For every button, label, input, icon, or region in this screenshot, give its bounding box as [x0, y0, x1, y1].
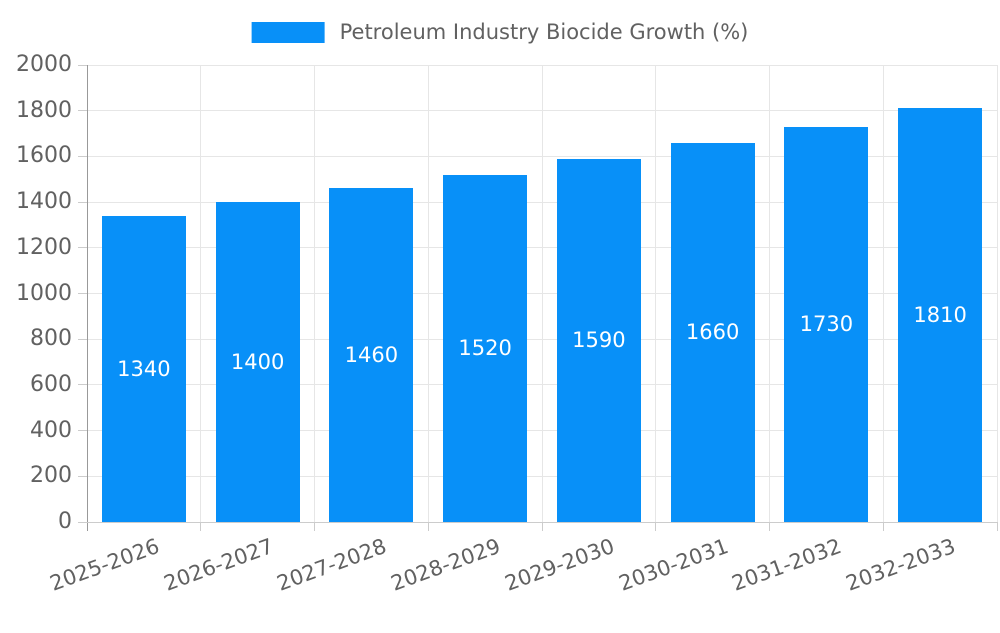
x-tick [541, 522, 543, 531]
x-tick [314, 522, 315, 531]
y-axis-label: 1200 [16, 234, 72, 260]
column-chart: Petroleum Industry Biocide Growth (%) 0 2… [16, 20, 998, 596]
y-tick [78, 338, 87, 340]
bar-value-label: 1660 [685, 320, 740, 345]
bar-value-label: 1340 [117, 356, 171, 381]
y-axis-label: 2000 [16, 52, 72, 77]
y-tick [78, 293, 87, 294]
bar-value-label: 1730 [799, 312, 854, 337]
x-gridline [200, 65, 202, 522]
x-tick [769, 522, 770, 531]
bar-value-label: 1810 [913, 303, 967, 328]
y-axis-label: 600 [30, 371, 72, 397]
y-axis-label: 1400 [16, 189, 72, 215]
bar[interactable]: 1660 [670, 142, 755, 522]
y-tick [78, 384, 87, 386]
plot-area: 0 200 400 600 800 1000 1200 1400 1600 1800 2000 134… [16, 52, 998, 596]
x-gridline [655, 65, 657, 522]
x-gridline [996, 65, 998, 522]
y-axis-label: 1800 [16, 97, 72, 123]
bar[interactable]: 1460 [329, 188, 414, 522]
y-tick [78, 64, 87, 66]
x-gridline [427, 65, 429, 522]
x-tick [200, 522, 202, 531]
bar-value-label: 1400 [230, 350, 285, 375]
y-axis-label: 1600 [16, 143, 72, 169]
x-tick [882, 522, 884, 531]
y-axis-label: 1000 [16, 280, 72, 306]
x-gridline [882, 65, 884, 522]
y-tick [78, 430, 87, 432]
x-gridline [541, 65, 543, 522]
bar-value-label: 1460 [344, 343, 399, 368]
x-tick [427, 522, 429, 531]
x-tick [996, 522, 998, 531]
y-axis-line [86, 65, 88, 531]
y-tick [78, 247, 87, 249]
y-tick [78, 475, 87, 477]
y-tick [78, 155, 87, 157]
bar[interactable]: 1810 [898, 108, 983, 522]
legend-label: Petroleum Industry Biocide Growth (%) [339, 20, 749, 44]
x-gridline [314, 65, 315, 522]
bar-value-label: 1520 [458, 336, 512, 361]
y-axis-label: 800 [30, 326, 72, 352]
bar[interactable]: 1400 [215, 202, 300, 522]
bar[interactable]: 1590 [556, 158, 641, 522]
x-axis-label: 2032-2033 [842, 533, 959, 596]
x-gridline [769, 65, 770, 522]
bar[interactable]: 1520 [443, 174, 528, 522]
y-axis-label: 200 [30, 463, 72, 489]
y-axis-label: 0 [58, 509, 72, 534]
bar[interactable]: 1340 [101, 215, 186, 522]
legend: Petroleum Industry Biocide Growth (%) [251, 20, 749, 44]
y-axis-label: 400 [30, 417, 72, 443]
legend-swatch [251, 21, 325, 43]
x-tick [655, 522, 657, 531]
bar-value-label: 1590 [572, 328, 626, 353]
x-axis-line [78, 521, 997, 523]
y-tick [78, 201, 87, 203]
bar[interactable]: 1730 [784, 126, 869, 522]
y-tick [78, 110, 87, 112]
